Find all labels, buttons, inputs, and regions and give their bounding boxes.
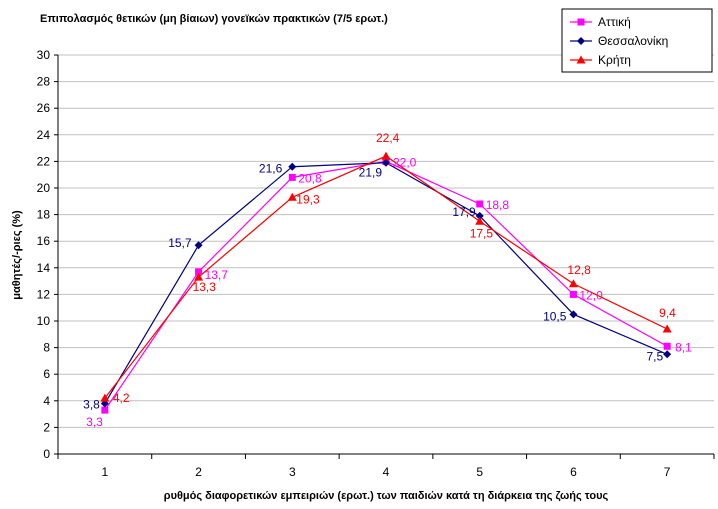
series-line-1 bbox=[104, 162, 668, 404]
point-0-5 bbox=[569, 290, 577, 298]
data-label-2-1: 13,3 bbox=[193, 280, 217, 294]
y-tick-label-16: 16 bbox=[37, 234, 51, 248]
data-label-1-2: 21,6 bbox=[259, 162, 283, 176]
x-tick-label-3: 3 bbox=[289, 465, 296, 479]
point-2-5 bbox=[568, 279, 578, 288]
x-tick-label-7: 7 bbox=[664, 465, 671, 479]
y-tick-label-30: 30 bbox=[37, 48, 51, 62]
point-0-4 bbox=[476, 200, 484, 208]
legend-marker-1 bbox=[577, 37, 585, 45]
y-tick-label-22: 22 bbox=[37, 154, 51, 168]
data-label-0-5: 12,0 bbox=[579, 288, 603, 302]
data-label-1-1: 15,7 bbox=[168, 236, 192, 250]
data-label-1-6: 7,5 bbox=[646, 349, 663, 363]
point-1-6 bbox=[663, 350, 672, 359]
point-2-2 bbox=[287, 192, 297, 201]
point-0-2 bbox=[288, 173, 296, 181]
data-label-1-5: 10,5 bbox=[543, 309, 567, 323]
x-tick-label-2: 2 bbox=[195, 465, 202, 479]
y-tick-label-4: 4 bbox=[43, 394, 50, 408]
point-1-3 bbox=[382, 158, 390, 167]
data-label-0-1: 13,7 bbox=[205, 268, 229, 282]
point-2-4 bbox=[475, 216, 485, 225]
legend: Αττική Θεσσαλονίκη Κρήτη bbox=[561, 8, 713, 73]
point-2-0 bbox=[100, 393, 110, 402]
y-tick-label-26: 26 bbox=[37, 101, 51, 115]
legend-label-2: Κρήτη bbox=[598, 53, 631, 67]
data-label-2-0: 4,2 bbox=[113, 391, 130, 405]
point-1-5 bbox=[569, 310, 578, 319]
data-label-0-3: 22,0 bbox=[393, 155, 417, 169]
y-tick-label-6: 6 bbox=[43, 367, 50, 381]
y-tick-label-2: 2 bbox=[43, 420, 50, 434]
y-tick-label-18: 18 bbox=[37, 208, 51, 222]
series-layer bbox=[100, 151, 672, 414]
y-tick-label-10: 10 bbox=[37, 314, 51, 328]
y-axis-title: μαθητές/-ριες (%) bbox=[11, 210, 23, 300]
data-label-2-5: 12,8 bbox=[567, 263, 591, 277]
legend-marker-2 bbox=[576, 55, 586, 64]
data-label-0-0: 3,3 bbox=[86, 415, 103, 429]
point-2-3 bbox=[381, 151, 391, 160]
x-tick-label-4: 4 bbox=[383, 465, 390, 479]
chart-title: Επιπολασμός θετικών (μη βίαιων) γονεϊκών… bbox=[40, 13, 388, 25]
point-0-6 bbox=[663, 342, 671, 350]
data-label-0-6: 8,1 bbox=[675, 340, 692, 354]
data-label-1-4: 17,9 bbox=[452, 205, 476, 219]
y-tick-label-0: 0 bbox=[43, 447, 50, 461]
point-0-0 bbox=[101, 406, 109, 414]
data-label-0-2: 20,8 bbox=[298, 171, 322, 185]
y-tick-label-24: 24 bbox=[37, 128, 51, 142]
series-line-2 bbox=[104, 155, 668, 399]
data-label-2-3: 22,4 bbox=[376, 131, 400, 145]
data-label-1-0: 3,8 bbox=[83, 397, 100, 411]
gridlines bbox=[58, 54, 714, 428]
x-axis-title: ρυθμός διαφορετικών εμπειριών (ερωτ.) τω… bbox=[164, 490, 609, 502]
point-1-4 bbox=[475, 211, 484, 220]
data-label-2-6: 9,4 bbox=[659, 306, 676, 320]
y-tick-label-8: 8 bbox=[43, 341, 50, 355]
y-tick-label-12: 12 bbox=[37, 287, 51, 301]
legend-label-0: Αττική bbox=[598, 15, 631, 29]
data-label-0-4: 18,8 bbox=[486, 198, 510, 212]
point-2-1 bbox=[194, 272, 204, 281]
series-line-0 bbox=[104, 160, 668, 411]
legend-marker-0 bbox=[577, 18, 585, 26]
data-label-1-3: 21,9 bbox=[359, 166, 383, 180]
x-tick-label-5: 5 bbox=[476, 465, 483, 479]
y-tick-label-20: 20 bbox=[37, 181, 51, 195]
legend-label-1: Θεσσαλονίκη bbox=[598, 34, 668, 48]
data-label-2-2: 19,3 bbox=[296, 192, 320, 206]
point-2-6 bbox=[662, 324, 672, 333]
x-tick-label-6: 6 bbox=[570, 465, 577, 479]
point-0-1 bbox=[195, 268, 203, 276]
data-labels: 3,3 13,7 20,8 22,0 18,8 12,0 8,1 3,8 15,7 21,6 21,… bbox=[83, 131, 692, 429]
y-tick-label-14: 14 bbox=[37, 261, 51, 275]
x-tick-label-1: 1 bbox=[102, 465, 109, 479]
data-label-2-4: 17,5 bbox=[470, 226, 494, 240]
point-1-1 bbox=[194, 241, 203, 250]
y-tick-label-28: 28 bbox=[37, 75, 51, 89]
point-1-2 bbox=[288, 162, 297, 171]
